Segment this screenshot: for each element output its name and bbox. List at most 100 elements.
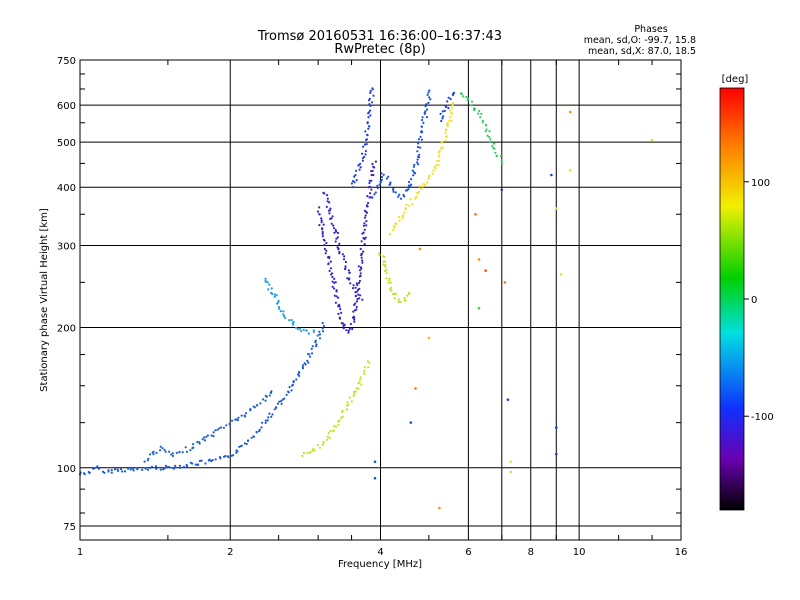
data-point (364, 214, 367, 217)
data-point (350, 400, 353, 403)
data-point (197, 463, 200, 466)
data-point (196, 441, 199, 444)
data-point (348, 396, 351, 399)
data-point (228, 422, 231, 425)
data-point (446, 100, 449, 103)
data-point (394, 293, 397, 296)
data-point (311, 449, 314, 452)
data-point (388, 279, 391, 282)
data-point (358, 269, 362, 272)
data-point (232, 454, 235, 457)
data-point (417, 138, 420, 141)
data-point (488, 136, 491, 139)
data-point (363, 366, 366, 369)
data-point (355, 305, 358, 309)
data-point (399, 197, 403, 200)
data-point (280, 400, 283, 403)
data-point (175, 451, 178, 454)
data-point (394, 222, 397, 225)
data-point (258, 428, 261, 431)
data-point (252, 405, 255, 408)
data-point (347, 329, 350, 332)
data-point (398, 219, 401, 222)
data-point (441, 110, 444, 113)
data-point (341, 409, 344, 412)
colorbar-tick-label: 100 (751, 178, 770, 189)
colorbar-ticks: 100 0 -100 (744, 178, 774, 423)
data-point (302, 452, 306, 455)
data-point (333, 231, 336, 234)
data-point (425, 116, 428, 119)
data-point (368, 179, 371, 182)
data-point (243, 442, 246, 445)
data-point (361, 259, 364, 262)
data-point (440, 140, 444, 143)
data-point (164, 450, 167, 453)
data-point (500, 159, 503, 162)
data-point (318, 206, 321, 209)
data-point (369, 104, 372, 107)
data-point (419, 146, 422, 149)
data-point (245, 442, 248, 446)
data-point (283, 315, 286, 318)
data-point (402, 193, 405, 197)
data-point (442, 115, 445, 118)
data-point (427, 177, 430, 180)
data-point (333, 425, 336, 428)
data-point (306, 359, 309, 362)
data-point (470, 100, 474, 103)
data-point (227, 455, 230, 459)
data-point (474, 213, 477, 216)
phases-x-mode: mean, sd,X: 87.0, 18.5 (588, 46, 696, 57)
data-point (335, 230, 338, 233)
data-point (144, 467, 147, 470)
data-point (329, 429, 332, 432)
data-point (338, 242, 341, 245)
data-point (214, 429, 217, 432)
data-point (444, 132, 447, 135)
data-point (178, 450, 181, 453)
data-point (363, 243, 366, 246)
data-point (316, 334, 319, 337)
data-point (485, 124, 488, 127)
data-point (268, 283, 271, 286)
data-point (358, 281, 361, 285)
data-point (370, 101, 374, 104)
data-point (318, 213, 321, 216)
data-point (163, 448, 166, 451)
data-point (322, 223, 325, 226)
data-point (373, 460, 377, 464)
data-point (493, 142, 496, 145)
y-tick-label: 400 (57, 183, 76, 194)
data-point (307, 332, 310, 335)
data-point (364, 130, 367, 133)
data-point (326, 435, 329, 438)
data-point (374, 160, 377, 163)
data-point (353, 175, 356, 178)
data-point (311, 352, 314, 355)
data-point (443, 109, 446, 112)
data-point (333, 277, 336, 280)
data-point (326, 197, 329, 200)
data-point (291, 383, 294, 386)
data-point (270, 287, 273, 290)
data-point (331, 280, 334, 283)
data-point (330, 273, 333, 276)
data-point (271, 292, 274, 295)
data-point (345, 408, 349, 411)
data-point (185, 450, 188, 453)
data-point (290, 319, 293, 322)
data-point (368, 125, 371, 128)
data-point (198, 442, 201, 445)
data-point (261, 421, 264, 424)
data-point (346, 404, 349, 407)
data-point (347, 269, 350, 272)
data-point (371, 88, 374, 91)
data-point (356, 297, 359, 301)
data-point (283, 397, 286, 400)
data-point (385, 177, 388, 180)
data-point (132, 467, 135, 470)
data-point (368, 196, 371, 199)
data-point (336, 231, 340, 235)
data-point (420, 187, 423, 191)
